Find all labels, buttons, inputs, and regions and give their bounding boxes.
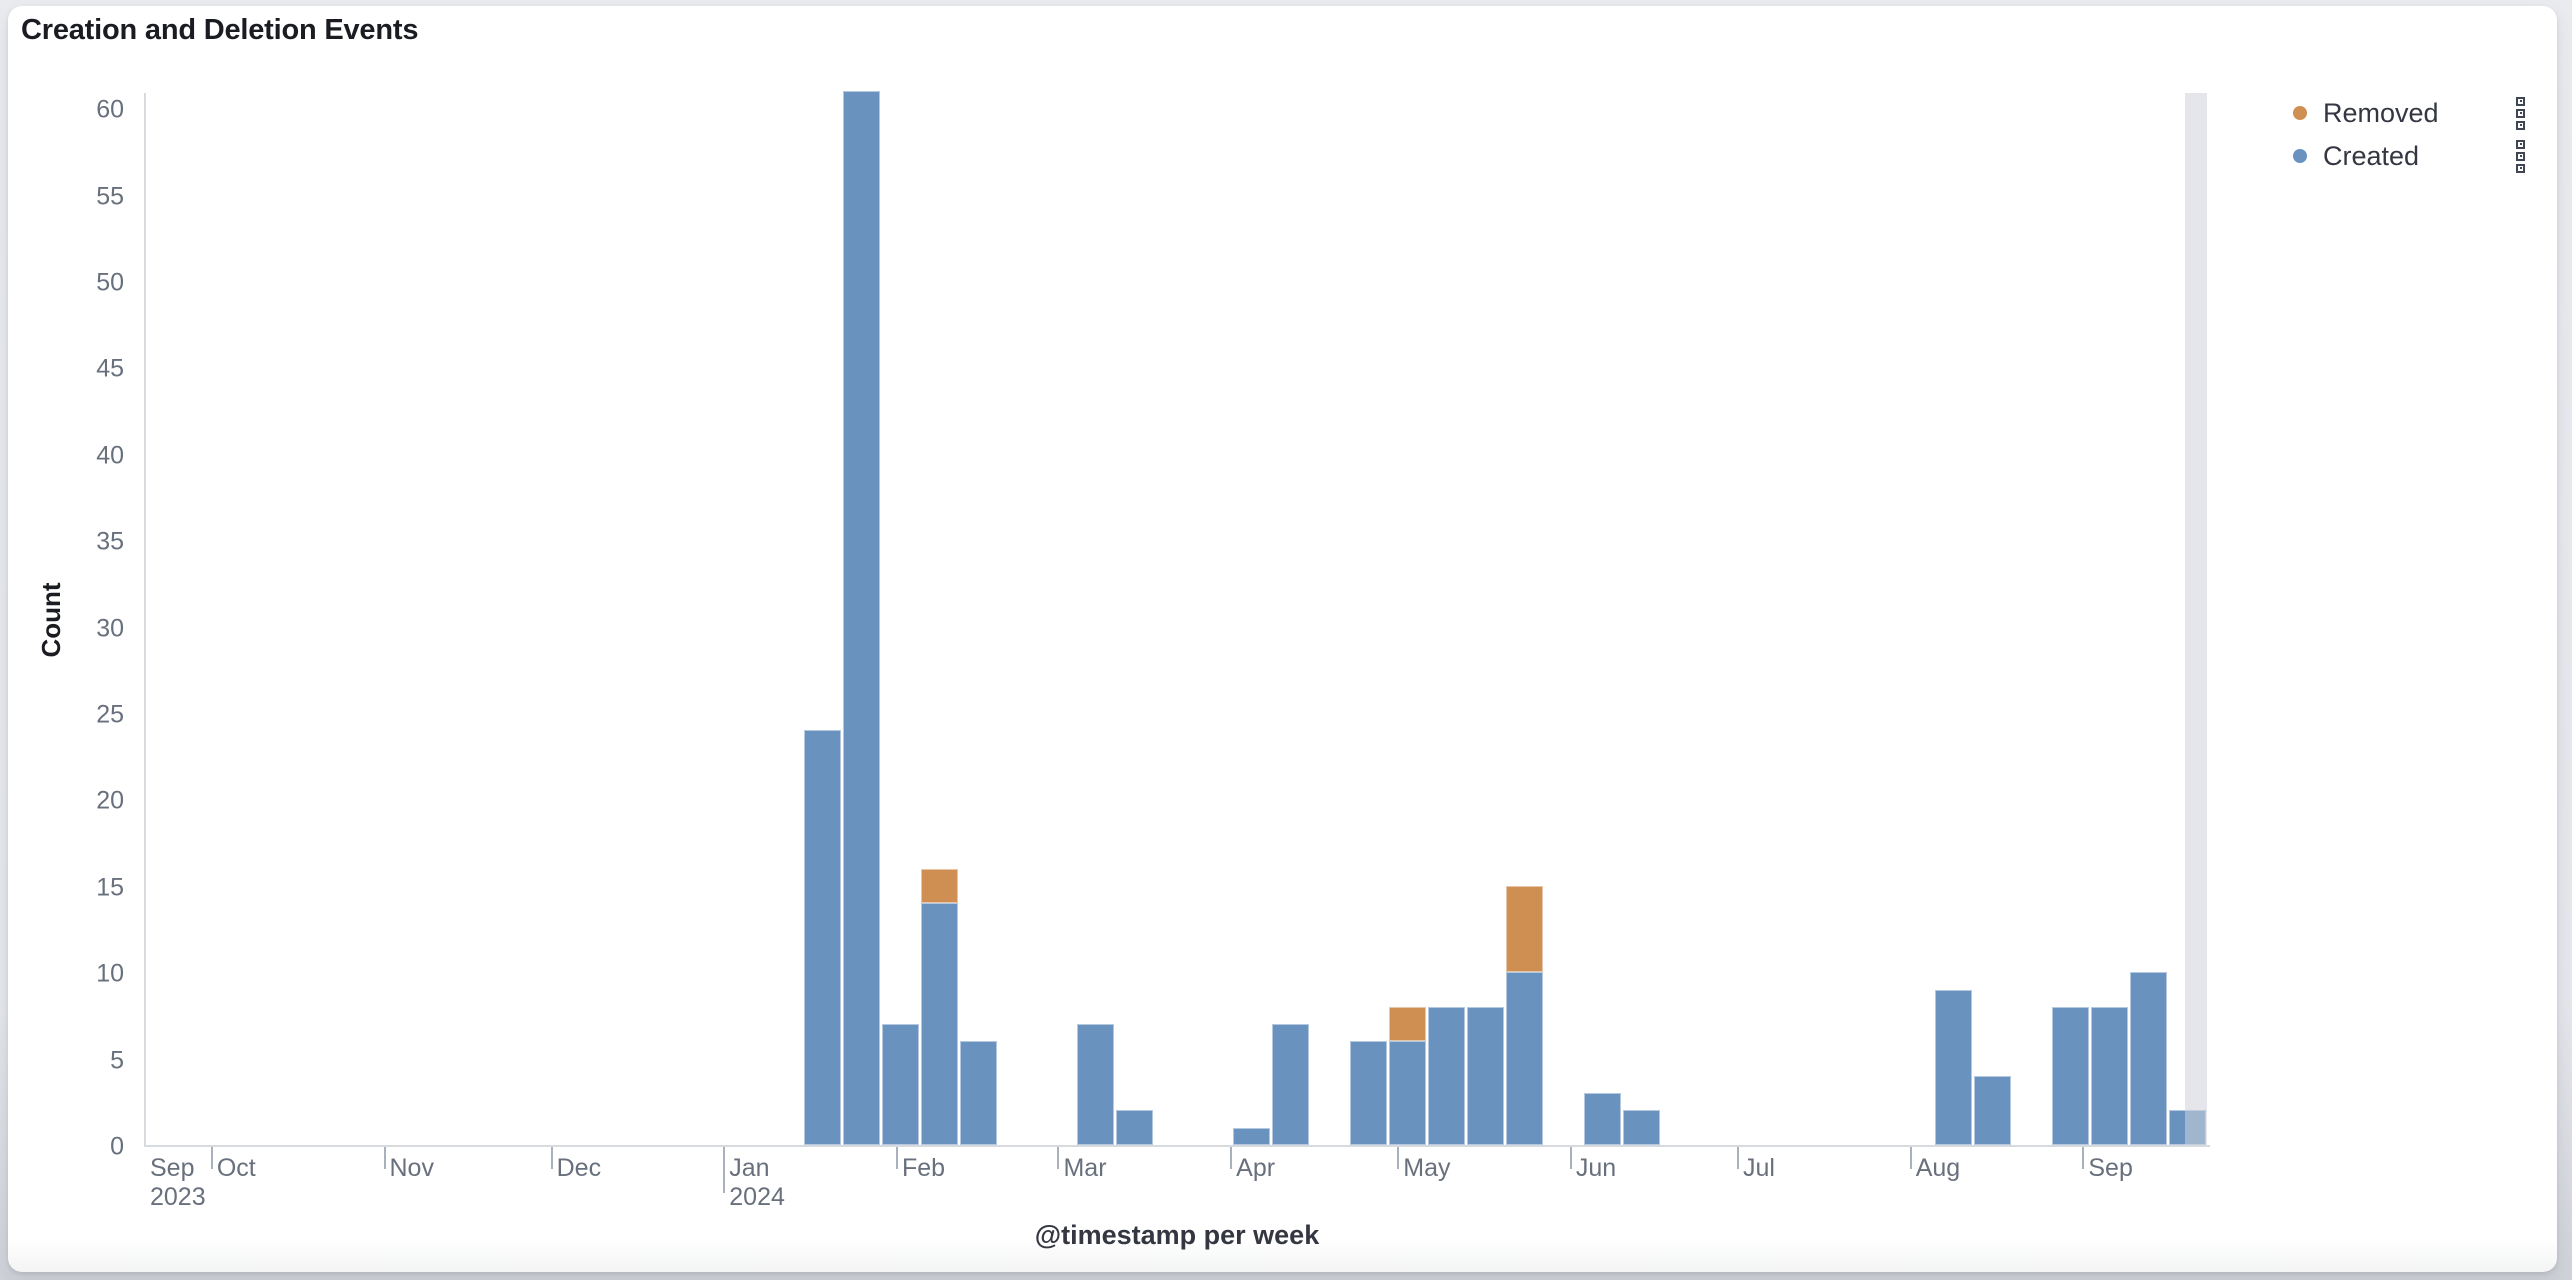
bar-created-segment[interactable] bbox=[1623, 1110, 1661, 1145]
bar-created-segment[interactable] bbox=[843, 91, 881, 1145]
bar-created-segment[interactable] bbox=[1350, 1041, 1388, 1145]
x-axis-tick bbox=[210, 1147, 213, 1169]
legend-item-label: Created bbox=[2323, 140, 2420, 171]
x-axis-tick bbox=[1909, 1147, 1912, 1169]
x-axis-label: Jul bbox=[1743, 1154, 1775, 1182]
y-axis-tick-label: 25 bbox=[96, 700, 124, 729]
chart-panel: Creation and Deletion Events Count @time… bbox=[8, 6, 2557, 1272]
legend-dot-square bbox=[2516, 163, 2525, 173]
y-axis-tick-label: 30 bbox=[96, 614, 124, 643]
legend-dot-square bbox=[2516, 108, 2525, 118]
bar-created-segment[interactable] bbox=[1428, 1006, 1466, 1145]
bar-created-segment[interactable] bbox=[804, 730, 842, 1145]
x-axis-label: Oct bbox=[216, 1154, 256, 1182]
y-axis-tick-label: 15 bbox=[96, 873, 124, 902]
bar-removed-segment[interactable] bbox=[1389, 1006, 1427, 1042]
bar-created-segment[interactable] bbox=[921, 903, 959, 1145]
x-axis-label: Dec bbox=[556, 1154, 602, 1182]
legend-color-dot bbox=[2293, 106, 2307, 120]
y-axis-tick-label: 10 bbox=[96, 959, 124, 988]
bar-created-segment[interactable] bbox=[1584, 1093, 1622, 1145]
x-axis-tick bbox=[550, 1147, 553, 1169]
legend-dot-square bbox=[2516, 151, 2525, 161]
bar-created-segment[interactable] bbox=[960, 1041, 998, 1145]
x-axis-label: Sep 2023 bbox=[150, 1154, 206, 1211]
legend-item-created[interactable]: Created bbox=[2293, 139, 2527, 173]
y-axis-tick-label: 0 bbox=[110, 1132, 124, 1161]
vertical-dots-icon[interactable] bbox=[2514, 138, 2527, 175]
bar-created-segment[interactable] bbox=[882, 1024, 920, 1145]
bar-created-segment[interactable] bbox=[2051, 1006, 2089, 1145]
legend-dot-square bbox=[2516, 96, 2525, 106]
y-axis-tick-label: 5 bbox=[110, 1046, 124, 1075]
bar-created-segment[interactable] bbox=[1077, 1024, 1115, 1145]
x-axis-tick bbox=[1230, 1147, 1233, 1169]
bar-removed-segment[interactable] bbox=[921, 868, 959, 904]
x-axis-tick bbox=[895, 1147, 898, 1169]
legend-color-dot bbox=[2293, 149, 2307, 163]
x-axis-tick bbox=[1057, 1147, 1060, 1169]
x-axis-label: Mar bbox=[1063, 1154, 1107, 1182]
x-axis-label: Feb bbox=[901, 1154, 946, 1182]
x-axis-tick bbox=[1737, 1147, 1740, 1169]
x-axis-label: Nov bbox=[389, 1154, 434, 1182]
legend-item-removed[interactable]: Removed bbox=[2293, 96, 2527, 130]
bar-created-segment[interactable] bbox=[1233, 1127, 1271, 1145]
bar-created-segment[interactable] bbox=[1272, 1024, 1310, 1145]
bar-created-segment[interactable] bbox=[1506, 972, 1544, 1145]
y-axis-tick-label: 55 bbox=[96, 182, 124, 211]
bar-created-segment[interactable] bbox=[1116, 1110, 1154, 1145]
x-axis-title: @timestamp per week bbox=[1034, 1220, 1320, 1250]
bar-created-segment[interactable] bbox=[1467, 1006, 1505, 1145]
x-axis-label: Jun bbox=[1575, 1154, 1617, 1182]
y-axis-tick-label: 35 bbox=[96, 527, 124, 556]
bar-created-segment[interactable] bbox=[1934, 989, 1972, 1145]
legend: Removed Created bbox=[2293, 96, 2527, 173]
bar-removed-segment[interactable] bbox=[1506, 885, 1544, 973]
x-axis-label: Apr bbox=[1236, 1154, 1276, 1182]
partial-bucket-band bbox=[2184, 93, 2207, 1145]
bar-created-segment[interactable] bbox=[1389, 1041, 1427, 1145]
y-axis-tick-label: 60 bbox=[96, 95, 124, 124]
legend-dot-square bbox=[2516, 139, 2525, 149]
chart-title: Creation and Deletion Events bbox=[21, 14, 419, 46]
x-axis-label: Sep bbox=[2088, 1154, 2133, 1182]
x-axis-label: Aug bbox=[1915, 1154, 1961, 1182]
y-axis-tick-label: 20 bbox=[96, 786, 124, 815]
x-axis-tick bbox=[1397, 1147, 1400, 1169]
y-axis-tick-label: 40 bbox=[96, 441, 124, 470]
bar-created-segment[interactable] bbox=[2090, 1006, 2128, 1145]
y-axis-tick-label: 50 bbox=[96, 268, 124, 297]
x-axis-tick bbox=[383, 1147, 386, 1169]
x-axis-tick bbox=[723, 1147, 726, 1193]
x-axis-tick bbox=[2082, 1147, 2085, 1169]
x-axis-label: Jan 2024 bbox=[729, 1154, 785, 1211]
bar-created-segment[interactable] bbox=[1973, 1075, 2011, 1145]
bar-created-segment[interactable] bbox=[2129, 972, 2167, 1145]
legend-item-label: Removed bbox=[2323, 97, 2439, 128]
x-axis-tick bbox=[1569, 1147, 1572, 1169]
y-axis-tick-label: 45 bbox=[96, 354, 124, 383]
vertical-dots-icon[interactable] bbox=[2514, 95, 2527, 132]
x-axis-label: May bbox=[1403, 1154, 1451, 1182]
plot-area[interactable] bbox=[144, 91, 2210, 1147]
legend-dot-square bbox=[2516, 120, 2525, 130]
